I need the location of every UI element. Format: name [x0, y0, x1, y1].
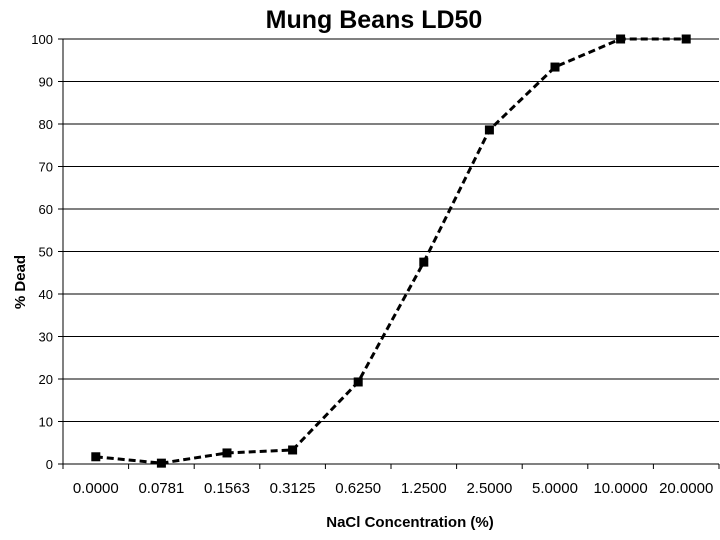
- x-tick-label: 0.0000: [73, 480, 119, 497]
- data-point: [550, 62, 560, 72]
- y-tick-label: 90: [39, 75, 53, 90]
- data-point: [91, 452, 101, 462]
- x-tick-label: 2.5000: [466, 480, 512, 497]
- y-tick-label: 70: [39, 160, 53, 175]
- x-tick-label: 10.0000: [593, 480, 647, 497]
- data-point: [419, 257, 429, 267]
- y-tick-labels: 0 10 20 30 40 50 60 70 80 90 100: [31, 32, 53, 472]
- data-point: [484, 125, 494, 135]
- y-tick-label: 80: [39, 117, 53, 132]
- data-point: [681, 34, 691, 44]
- series: [91, 34, 691, 468]
- data-point: [288, 445, 298, 455]
- data-point: [353, 377, 363, 387]
- y-tick-label: 10: [39, 415, 53, 430]
- y-tick-label: 0: [46, 457, 53, 472]
- gridlines: [63, 38, 719, 422]
- x-tick-label: 0.1563: [204, 480, 250, 497]
- x-tick-labels: 0.0000 0.0781 0.1563 0.3125 0.6250 1.2500 2.50…: [73, 480, 713, 497]
- x-tick-label: 20.0000: [659, 480, 713, 497]
- data-point: [222, 448, 232, 458]
- y-tick-label: 20: [39, 372, 53, 387]
- x-tick-label: 1.2500: [401, 480, 447, 497]
- x-tick-label: 0.3125: [270, 480, 316, 497]
- series-line: [95, 37, 687, 465]
- x-axis-title: NaCl Concentration (%): [326, 514, 494, 531]
- x-tick-label: 0.6250: [335, 480, 381, 497]
- y-tick-label: 50: [39, 245, 53, 260]
- y-tick-label: 100: [31, 32, 53, 47]
- axes: [58, 38, 720, 469]
- x-tick-label: 5.0000: [532, 480, 578, 497]
- y-axis-title: % Dead: [12, 255, 29, 309]
- y-tick-label: 60: [39, 202, 53, 217]
- data-point: [616, 34, 626, 44]
- x-tick-label: 0.0781: [138, 480, 184, 497]
- chart-title: Mung Beans LD50: [266, 6, 483, 34]
- data-point: [156, 458, 166, 468]
- y-tick-label: 40: [39, 287, 53, 302]
- y-tick-label: 30: [39, 330, 53, 345]
